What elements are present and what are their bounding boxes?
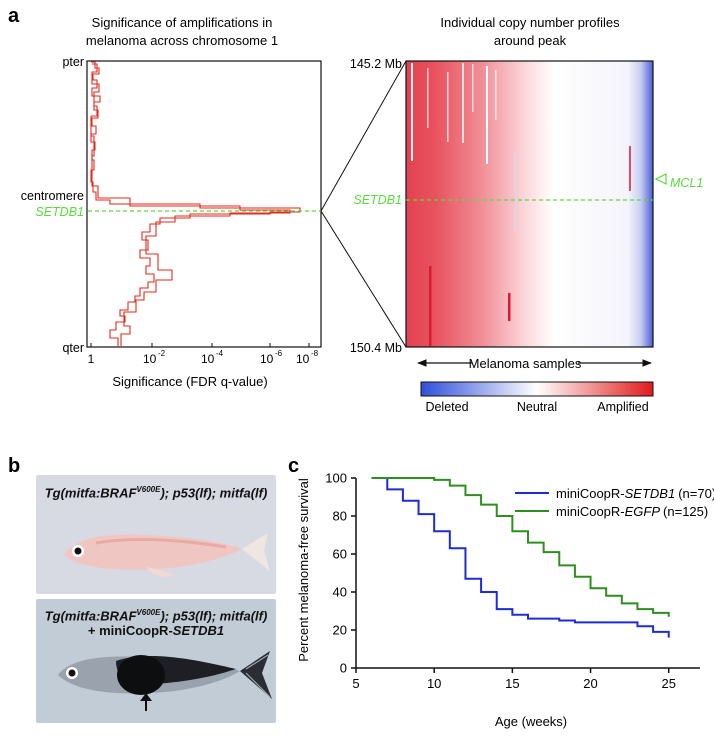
- heatmap-streak: [486, 66, 488, 164]
- c-xtick-label: 10: [427, 676, 441, 691]
- heatmap-streak: [462, 63, 464, 143]
- heatmap-streak: [411, 63, 413, 161]
- heatmap-streak: [472, 64, 474, 112]
- xtick-base-8: 10: [296, 352, 310, 366]
- xtick-label-group: 10 -2 10 -4 10 -6 10 -8: [143, 349, 319, 366]
- survival-series-egfp: [371, 477, 670, 617]
- xtick-exp-8: -8: [311, 349, 319, 358]
- c-ytick-label: 60: [333, 547, 347, 562]
- c-ticks: 5 10 15 20 25 0 20 40 60 80 100: [325, 471, 676, 692]
- heatmap-frame: [405, 60, 654, 348]
- right-y-top: 145.2 Mb: [350, 57, 402, 71]
- fish-tail: [240, 651, 272, 699]
- c-lines: [371, 477, 670, 638]
- xtick-exp-2: -2: [158, 349, 166, 358]
- right-title-line1: Individual copy number profiles: [440, 15, 620, 30]
- c-xtick-label: 25: [661, 676, 675, 691]
- significance-trace-b: [90, 63, 291, 346]
- panel-label-a: a: [8, 5, 20, 27]
- fish-photo-setdb1: Tg(mitfa:BRAFV600E); p53(lf); mitfa(lf) …: [36, 599, 276, 723]
- xtick-base-6: 10: [260, 352, 274, 366]
- mcl1-marker-icon: [654, 173, 667, 185]
- legend-label-egfp: miniCoopR-EGFP (n=125): [556, 504, 708, 519]
- survival-series-setdb1: [371, 477, 670, 638]
- samples-label: Melanoma samples: [469, 356, 582, 371]
- significance-trace-a: [90, 61, 301, 346]
- panel-label-b: b: [8, 455, 20, 477]
- xtick-exp-6: -6: [275, 349, 283, 358]
- colorbar-deleted: Deleted: [425, 400, 468, 414]
- c-xtick-label: 20: [583, 676, 597, 691]
- colorbar: [420, 381, 654, 397]
- right-gene-right: MCL1: [670, 176, 703, 190]
- c-ytick-label: 40: [333, 585, 347, 600]
- legend-label-setdb1: miniCoopR-SETDB1 (n=70): [556, 486, 714, 501]
- heatmap-streak: [427, 68, 429, 128]
- xtick-label-1: 1: [88, 352, 95, 366]
- heatmap-streak: [429, 266, 432, 346]
- heatmap-streak: [447, 72, 449, 142]
- zoom-connector-top: [320, 60, 407, 212]
- heatmap-streak: [495, 70, 497, 120]
- caption-setdb1: Tg(mitfa:BRAFV600E); p53(lf); mitfa(lf) …: [44, 608, 268, 639]
- left-gene-label: SETDB1: [35, 205, 84, 219]
- fish-photo-control: Tg(mitfa:BRAFV600E); p53(lf); mitfa(lf): [36, 475, 276, 594]
- colorbar-amplified: Amplified: [597, 400, 648, 414]
- c-ylabel: Percent melanoma-free survival: [296, 478, 311, 662]
- survival-chart: Percent melanoma-free survival Age (week…: [296, 471, 714, 730]
- heatmap-streak: [508, 293, 511, 321]
- heatmap-streak: [629, 146, 631, 191]
- xtick-exp-4: -4: [216, 349, 224, 358]
- melanoma-patch: [117, 655, 165, 695]
- left-title-line1: Significance of amplifications in: [92, 15, 273, 30]
- colorbar-neutral: Neutral: [517, 400, 557, 414]
- c-ytick-label: 20: [333, 623, 347, 638]
- left-plot-frame: [86, 60, 322, 348]
- label-pter: pter: [62, 55, 84, 69]
- c-xlabel: Age (weeks): [495, 714, 567, 729]
- left-title-line2: melanoma across chromosome 1: [86, 33, 278, 48]
- xtick-base-2: 10: [143, 352, 157, 366]
- panel-label-c: c: [288, 455, 299, 477]
- c-xtick-label: 5: [352, 676, 359, 691]
- right-gene-left: SETDB1: [353, 193, 402, 207]
- fish-control-image: [36, 475, 276, 594]
- c-ytick-label: 80: [333, 509, 347, 524]
- label-qter: qter: [62, 341, 84, 355]
- c-legend: miniCoopR-SETDB1 (n=70) miniCoopR-EGFP (n=…: [515, 486, 714, 519]
- right-y-bottom: 150.4 Mb: [350, 341, 402, 355]
- left-xlabel: Significance (FDR q-value): [112, 374, 267, 389]
- label-centromere: centromere: [21, 189, 84, 203]
- fish-setdb1-image: [36, 599, 276, 723]
- caption-control: Tg(mitfa:BRAFV600E); p53(lf); mitfa(lf): [44, 485, 268, 501]
- heatmap-body: [406, 61, 653, 347]
- left-xticks: [90, 343, 310, 347]
- c-ytick-label: 100: [325, 471, 347, 486]
- heatmap: [405, 60, 654, 348]
- fish-tail: [242, 533, 270, 571]
- samples-label-bg: [472, 356, 578, 370]
- xtick-base-4: 10: [201, 352, 215, 366]
- c-xtick-label: 15: [505, 676, 519, 691]
- right-title-line2: around peak: [494, 33, 567, 48]
- zoom-connector-bottom: [320, 210, 407, 348]
- heatmap-streak: [515, 150, 517, 230]
- c-ytick-label: 0: [340, 661, 347, 676]
